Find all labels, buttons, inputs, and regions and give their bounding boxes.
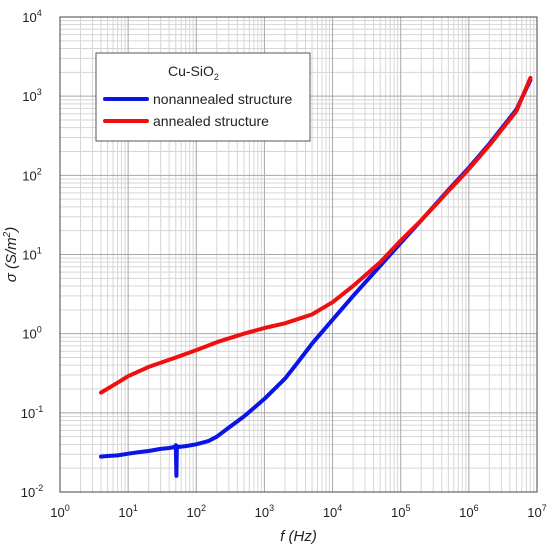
y-tick-exponent: 3 <box>37 87 42 97</box>
legend-title-sub: 2 <box>214 72 219 82</box>
x-tick-exponent: 2 <box>201 503 206 513</box>
y-tick-label: 10-2 <box>21 483 43 500</box>
x-tick-label: 107 <box>527 503 546 520</box>
y-tick-base: 10 <box>21 406 35 421</box>
x-tick-base: 10 <box>527 505 541 520</box>
x-tick-exponent: 3 <box>269 503 274 513</box>
x-tick-base: 10 <box>50 505 64 520</box>
y-tick-exponent: 1 <box>37 246 42 256</box>
y-tick-label: 102 <box>22 166 41 183</box>
y-tick-label: 101 <box>22 246 41 263</box>
x-tick-base: 10 <box>187 505 201 520</box>
x-tick-exponent: 7 <box>542 503 547 513</box>
x-tick-exponent: 1 <box>133 503 138 513</box>
x-tick-exponent: 5 <box>405 503 410 513</box>
y-axis-title: σ (S/m2) <box>2 227 20 282</box>
y-tick-exponent: -2 <box>35 483 43 493</box>
legend-label-nonannealed: nonannealed structure <box>153 91 293 107</box>
x-tick-base: 10 <box>391 505 405 520</box>
x-tick-label: 103 <box>255 503 274 520</box>
x-tick-base: 10 <box>459 505 473 520</box>
y-axis-title-end: ) <box>3 227 20 234</box>
x-tick-label: 106 <box>459 503 478 520</box>
y-tick-base: 10 <box>22 10 36 25</box>
y-tick-base: 10 <box>22 89 36 104</box>
legend: Cu-SiO2 nonannealed structure annealed s… <box>95 52 311 142</box>
y-tick-base: 10 <box>22 248 36 263</box>
y-tick-exponent: -1 <box>35 404 43 414</box>
x-tick-base: 10 <box>323 505 337 520</box>
y-tick-base: 10 <box>21 485 35 500</box>
y-tick-label: 104 <box>22 8 41 25</box>
y-tick-base: 10 <box>22 168 36 183</box>
y-tick-label: 100 <box>22 325 41 342</box>
series-annealed-line <box>99 75 533 395</box>
x-tick-label: 105 <box>391 503 410 520</box>
y-axis-title-sup: 2 <box>2 231 13 238</box>
x-tick-exponent: 4 <box>337 503 342 513</box>
y-tick-exponent: 4 <box>37 8 42 18</box>
x-tick-label: 102 <box>187 503 206 520</box>
x-axis-title: f (Hz) <box>280 528 317 545</box>
x-axis-ticks: 100 101 102 103 104 105 106 107 <box>50 503 546 520</box>
series-layer <box>99 75 533 478</box>
x-tick-base: 10 <box>255 505 269 520</box>
x-tick-label: 100 <box>50 503 69 520</box>
plot-frame <box>59 16 538 493</box>
x-tick-base: 10 <box>118 505 132 520</box>
x-tick-exponent: 0 <box>65 503 70 513</box>
legend-title-main: Cu-SiO <box>168 63 214 79</box>
y-tick-label: 10-1 <box>21 404 43 421</box>
y-tick-exponent: 0 <box>37 325 42 335</box>
y-tick-label: 103 <box>22 87 41 104</box>
x-tick-label: 101 <box>118 503 137 520</box>
y-axis-title-main: σ (S/m <box>3 237 20 282</box>
legend-label-annealed: annealed structure <box>153 113 269 129</box>
y-tick-exponent: 2 <box>37 166 42 176</box>
y-tick-base: 10 <box>22 327 36 342</box>
legend-title: Cu-SiO2 <box>168 63 219 82</box>
x-tick-exponent: 6 <box>474 503 479 513</box>
x-tick-label: 104 <box>323 503 342 520</box>
